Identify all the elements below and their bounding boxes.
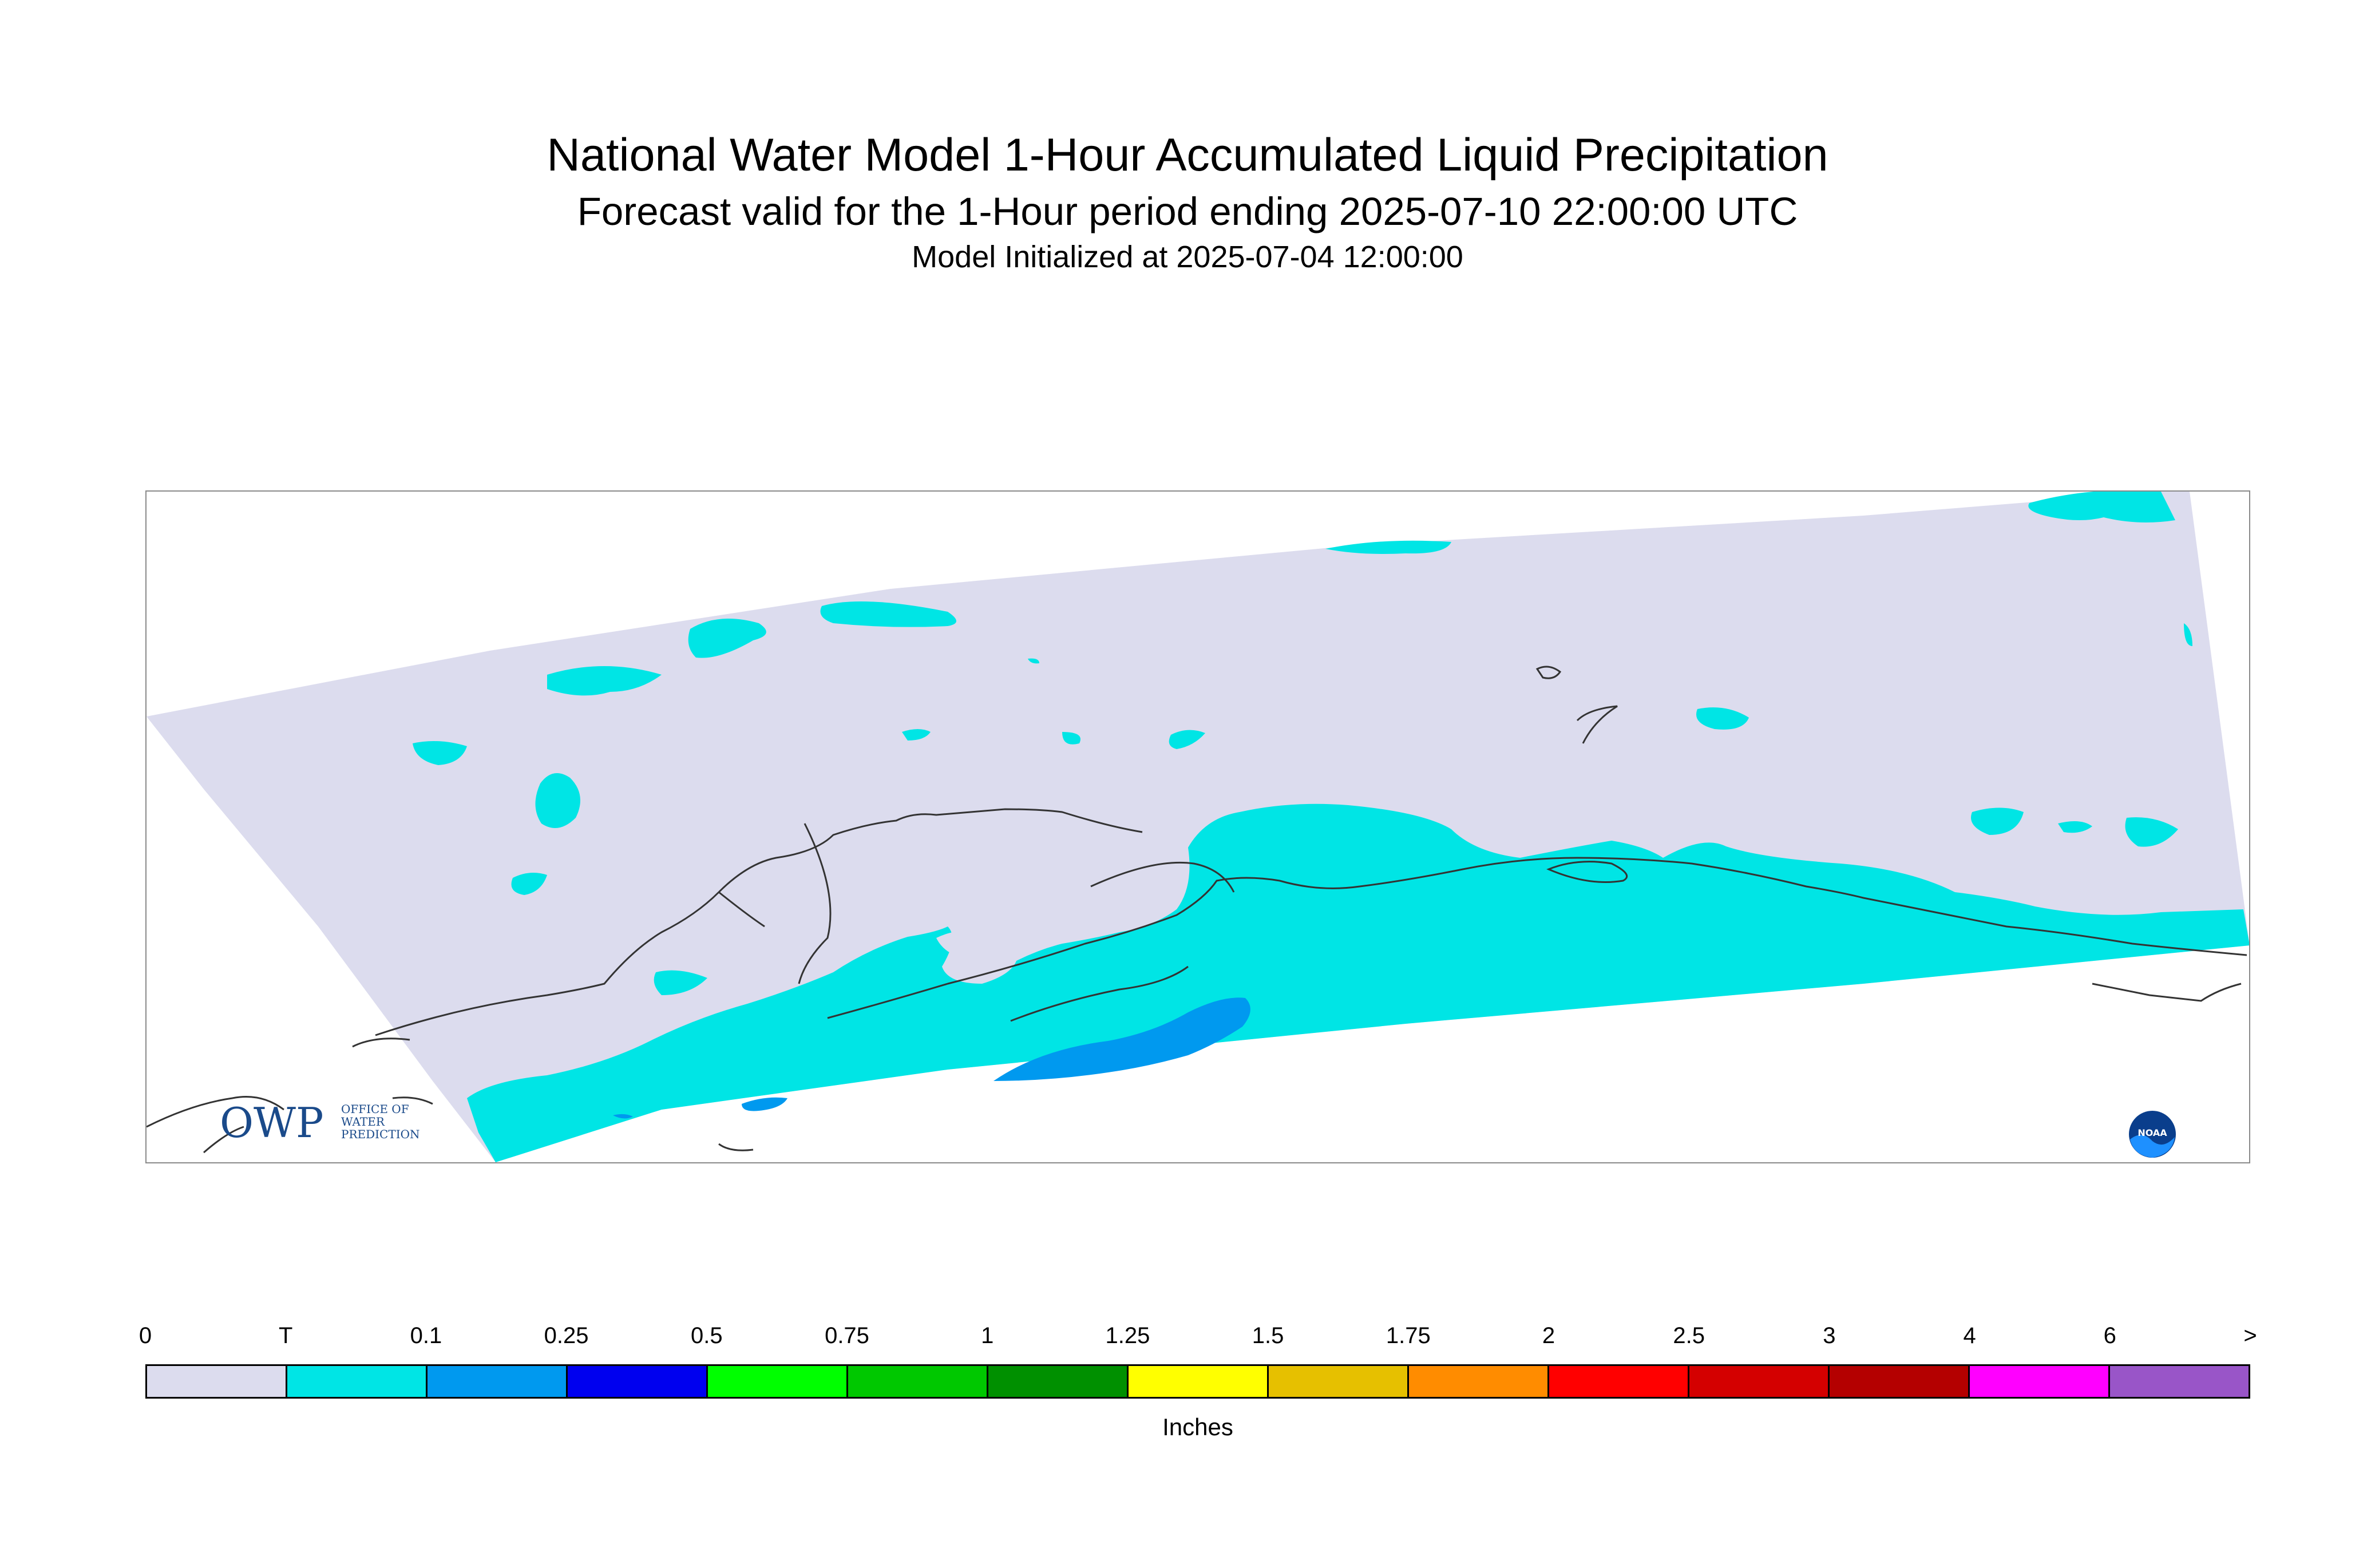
legend-color-bar xyxy=(145,1364,2250,1399)
legend-swatch xyxy=(428,1366,568,1397)
owp-logo-line-3: PREDICTION xyxy=(341,1127,420,1141)
legend-swatch xyxy=(708,1366,848,1397)
legend-tick-label: 2.5 xyxy=(1673,1323,1705,1348)
legend-tick-label: 3 xyxy=(1823,1323,1836,1348)
legend-swatch xyxy=(1689,1366,1830,1397)
legend-swatch xyxy=(568,1366,708,1397)
map-subtitle: Forecast valid for the 1-Hour period end… xyxy=(577,189,1798,233)
legend-tick-label: 0 xyxy=(138,1323,152,1348)
legend-units: Inches xyxy=(1162,1413,1233,1440)
map-frame: OWP OFFICE OF WATER PREDICTION NOAA xyxy=(145,490,2250,1163)
noaa-logo: NOAA xyxy=(2128,1110,2177,1159)
legend-swatch xyxy=(147,1366,287,1397)
owp-logo: OWP OFFICE OF WATER PREDICTION xyxy=(220,1097,437,1149)
light-precip-areas xyxy=(613,997,1250,1119)
owp-logo-line-2: WATER xyxy=(341,1115,385,1129)
legend-swatch xyxy=(1409,1366,1549,1397)
precip-map xyxy=(147,492,2249,1162)
legend-tick-label: 0.5 xyxy=(690,1323,723,1348)
legend-tick-label: 1.5 xyxy=(1252,1323,1284,1348)
legend-tick-label: 4 xyxy=(1963,1323,1976,1348)
legend-tick-label: 6 xyxy=(2103,1323,2116,1348)
map-title: National Water Model 1-Hour Accumulated … xyxy=(547,129,1828,181)
model-domain xyxy=(147,492,2249,1162)
legend-swatch xyxy=(848,1366,988,1397)
legend-tick-label: 0.25 xyxy=(544,1323,589,1348)
legend-swatch xyxy=(1269,1366,1409,1397)
legend-tick-label: 0.1 xyxy=(410,1323,442,1348)
owp-logo-letters: OWP xyxy=(220,1099,323,1147)
legend-swatch xyxy=(1970,1366,2110,1397)
legend-tick-label: 0.75 xyxy=(825,1323,869,1348)
legend-swatch xyxy=(1129,1366,1269,1397)
trace-precip-areas xyxy=(413,492,2249,1162)
owp-logo-line-1: OFFICE OF xyxy=(341,1102,409,1116)
legend-swatch xyxy=(1830,1366,1970,1397)
coastlines xyxy=(147,666,2247,1154)
legend-swatch xyxy=(1549,1366,1689,1397)
legend-swatch xyxy=(287,1366,428,1397)
precip-legend: 0 T 0.1 0.25 0.5 0.75 1 1.25 1.5 1.75 2 2.5 3 4 6 > Inc… xyxy=(139,1312,2257,1440)
legend-swatch xyxy=(988,1366,1129,1397)
legend-tick-label: T xyxy=(278,1323,293,1348)
noaa-logo-letters: NOAA xyxy=(2138,1127,2167,1138)
model-init-line: Model Initialized at 2025-07-04 12:00:00 xyxy=(912,240,1463,274)
legend-tick-label: 2 xyxy=(1542,1323,1555,1348)
legend-swatch xyxy=(2110,1366,2249,1397)
legend-tick-label: 1.75 xyxy=(1386,1323,1431,1348)
legend-tick-label: 1.25 xyxy=(1105,1323,1150,1348)
legend-tick-label: 1 xyxy=(981,1323,994,1348)
legend-tick-label: > xyxy=(2243,1323,2257,1348)
